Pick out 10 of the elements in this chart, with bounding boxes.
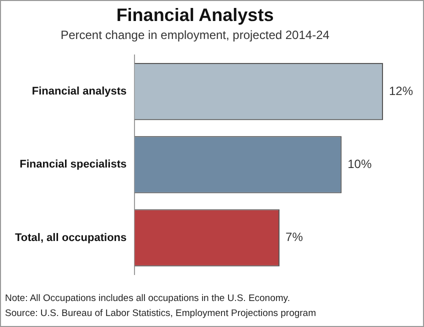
source-note: Source: U.S. Bureau of Labor Statistics, Employment Projections program <box>5 307 316 321</box>
y-tick-label: Total, all occupations <box>14 232 127 244</box>
data-label: 7% <box>286 230 304 244</box>
chart-title: Financial Analysts <box>116 4 274 25</box>
y-tick-label: Financial specialists <box>20 158 127 171</box>
data-label: 12% <box>389 84 414 98</box>
y-tick-label: Financial analysts <box>32 86 127 98</box>
text: Note: All Occupations includes all occupations in the U.S. Economy. <box>5 292 291 306</box>
chart-subtitle: Percent change in employment, projected 2014-24 <box>60 28 330 42</box>
data-label: 10% <box>348 157 372 172</box>
